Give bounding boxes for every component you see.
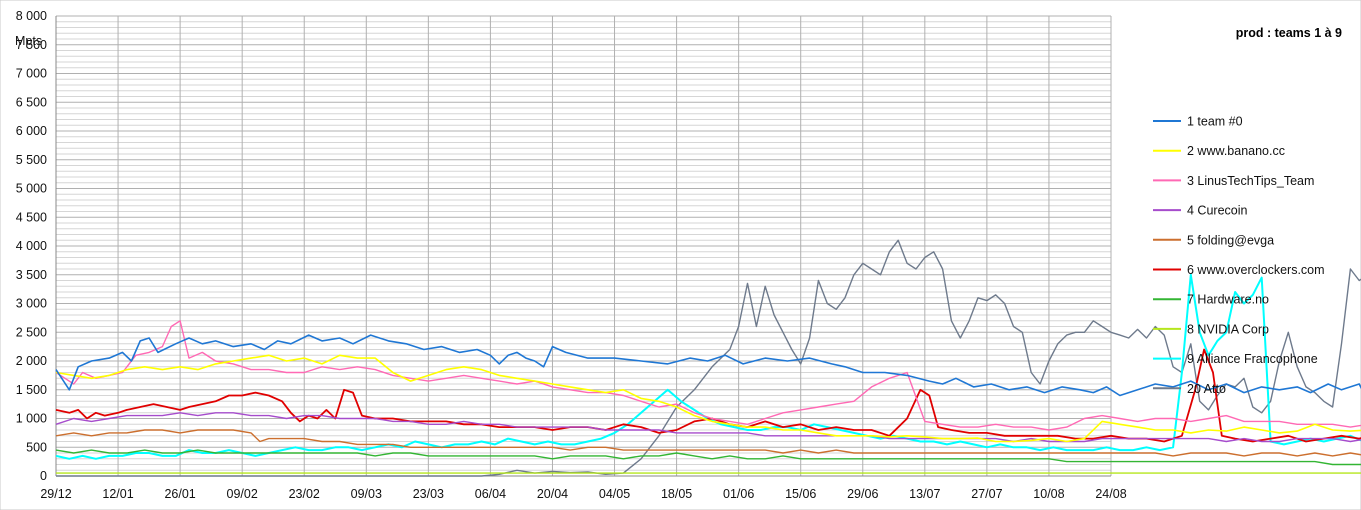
chart-title: prod : teams 1 à 9 [1236, 26, 1342, 40]
y-tick-label: 5 500 [16, 153, 47, 167]
y-tick-label: 4 000 [16, 239, 47, 253]
y-tick-label: 8 000 [16, 9, 47, 23]
x-tick-label: 04/05 [599, 487, 630, 501]
legend-label: 6 www.overclockers.com [1187, 263, 1325, 277]
x-tick-label: 12/01 [102, 487, 133, 501]
x-tick-label: 23/02 [289, 487, 320, 501]
x-tick-label: 24/08 [1095, 487, 1126, 501]
series-line [56, 239, 1361, 477]
x-tick-label: 15/06 [785, 487, 816, 501]
legend-label: 20 Atto [1187, 382, 1226, 396]
x-tick-label: 01/06 [723, 487, 754, 501]
legend-label: 7 Hardware.no [1187, 293, 1269, 307]
y-tick-label: 3 000 [16, 297, 47, 311]
x-tick-label: 09/02 [227, 487, 258, 501]
y-tick-label: 2 000 [16, 354, 47, 368]
y-tick-label: 2 500 [16, 325, 47, 339]
x-tick-label: 13/07 [909, 487, 940, 501]
series-line [55, 334, 1361, 397]
series-line [55, 354, 1361, 443]
legend-label: 9 Alliance Francophone [1187, 352, 1318, 366]
x-tick-label: 29/06 [847, 487, 878, 501]
series-line [55, 348, 1361, 443]
series-line [55, 429, 1361, 457]
x-tick-labels: 29/12 12/01 26/01 09/02 23/02 09/03 23/03 06/04… [40, 487, 1126, 501]
x-tick-label: 18/05 [661, 487, 692, 501]
x-tick-label: 26/01 [164, 487, 195, 501]
y-tick-label: 1 500 [16, 383, 47, 397]
y-tick-labels: 0 500 1 000 1 500 2 000 2 500 3 000 3 500 4 000 4… [16, 9, 47, 483]
y-tick-label: 1 000 [16, 412, 47, 426]
x-tick-label: 29/12 [40, 487, 71, 501]
legend-label: 3 LinusTechTips_Team [1187, 174, 1314, 188]
y-tick-label: 4 500 [16, 210, 47, 224]
legend-label: 4 Curecoin [1187, 204, 1247, 218]
legend: 1 team #0 2 www.banano.cc 3 LinusTechTips_… [1153, 115, 1325, 396]
y-axis-label: Mpts [15, 34, 42, 48]
legend-label: 1 team #0 [1187, 115, 1243, 129]
y-tick-label: 6 500 [16, 95, 47, 109]
x-tick-label: 23/03 [413, 487, 444, 501]
series-line [55, 273, 1361, 460]
y-tick-label: 7 000 [16, 67, 47, 81]
series-line [55, 320, 1361, 431]
y-tick-label: 500 [26, 440, 47, 454]
legend-label: 5 folding@evga [1187, 233, 1274, 247]
y-tick-label: 7 500 [16, 38, 47, 52]
x-tick-label: 06/04 [475, 487, 506, 501]
series-line [55, 449, 1361, 466]
series-line [55, 412, 1361, 443]
y-tick-label: 6 000 [16, 124, 47, 138]
series-lines [55, 239, 1361, 477]
x-tick-label: 09/03 [351, 487, 382, 501]
legend-label: 8 NVIDIA Corp [1187, 322, 1269, 336]
grid [55, 15, 1112, 477]
y-tick-label: 3 500 [16, 268, 47, 282]
legend-label: 2 www.banano.cc [1187, 144, 1285, 158]
x-tick-label: 20/04 [537, 487, 568, 501]
y-tick-label: 5 000 [16, 182, 47, 196]
x-tick-label: 27/07 [971, 487, 1002, 501]
x-tick-label: 10/08 [1033, 487, 1064, 501]
y-tick-label: 0 [40, 469, 47, 483]
